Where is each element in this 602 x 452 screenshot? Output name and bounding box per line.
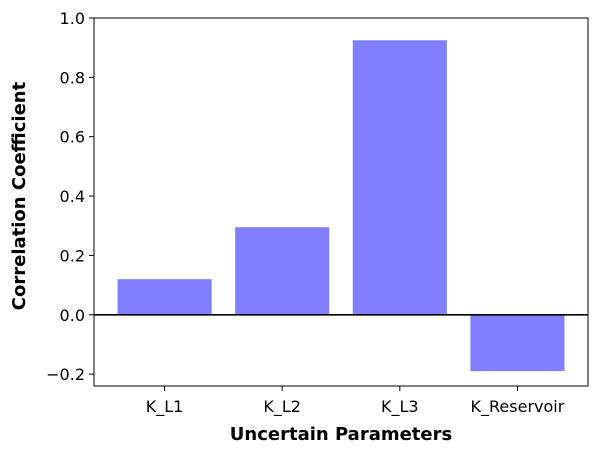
y-tick-label: 0.4: [60, 187, 85, 206]
x-tick-label: K_L3: [381, 397, 419, 417]
bars-group: [117, 40, 565, 372]
y-tick-label: 0.0: [60, 306, 85, 325]
bar-k-reservoir: [470, 314, 565, 372]
bar-k-l1: [117, 279, 212, 315]
x-tick-label: K_L1: [146, 397, 184, 417]
bar-k-l3: [352, 40, 447, 315]
plot-frame: [93, 17, 589, 387]
x-axis-title: Uncertain Parameters: [230, 424, 452, 445]
y-tick-label: −0.2: [46, 365, 85, 384]
x-tick-label: K_Reservoir: [471, 397, 565, 417]
y-tick-label: 0.2: [60, 246, 85, 265]
bar-k-l2: [235, 227, 330, 315]
y-axis: −0.2 0.0 0.2 0.4 0.6 0.8 1.0: [46, 9, 94, 384]
x-axis: K_L1 K_L2 K_L3 K_Reservoir: [146, 386, 565, 417]
y-tick-label: 0.6: [60, 128, 85, 147]
y-tick-label: 1.0: [60, 9, 85, 28]
y-tick-label: 0.8: [60, 68, 85, 87]
y-axis-title: Correlation Coefficient: [9, 81, 30, 310]
x-tick-label: K_L2: [263, 397, 301, 417]
